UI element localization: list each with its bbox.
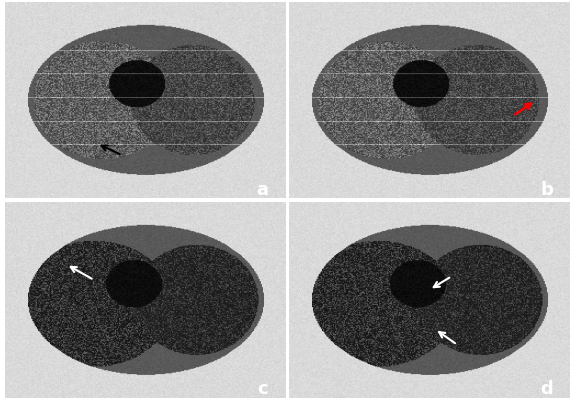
Text: c: c [257, 379, 267, 397]
Text: d: d [541, 379, 553, 397]
Text: b: b [541, 180, 553, 198]
Text: a: a [257, 180, 268, 198]
